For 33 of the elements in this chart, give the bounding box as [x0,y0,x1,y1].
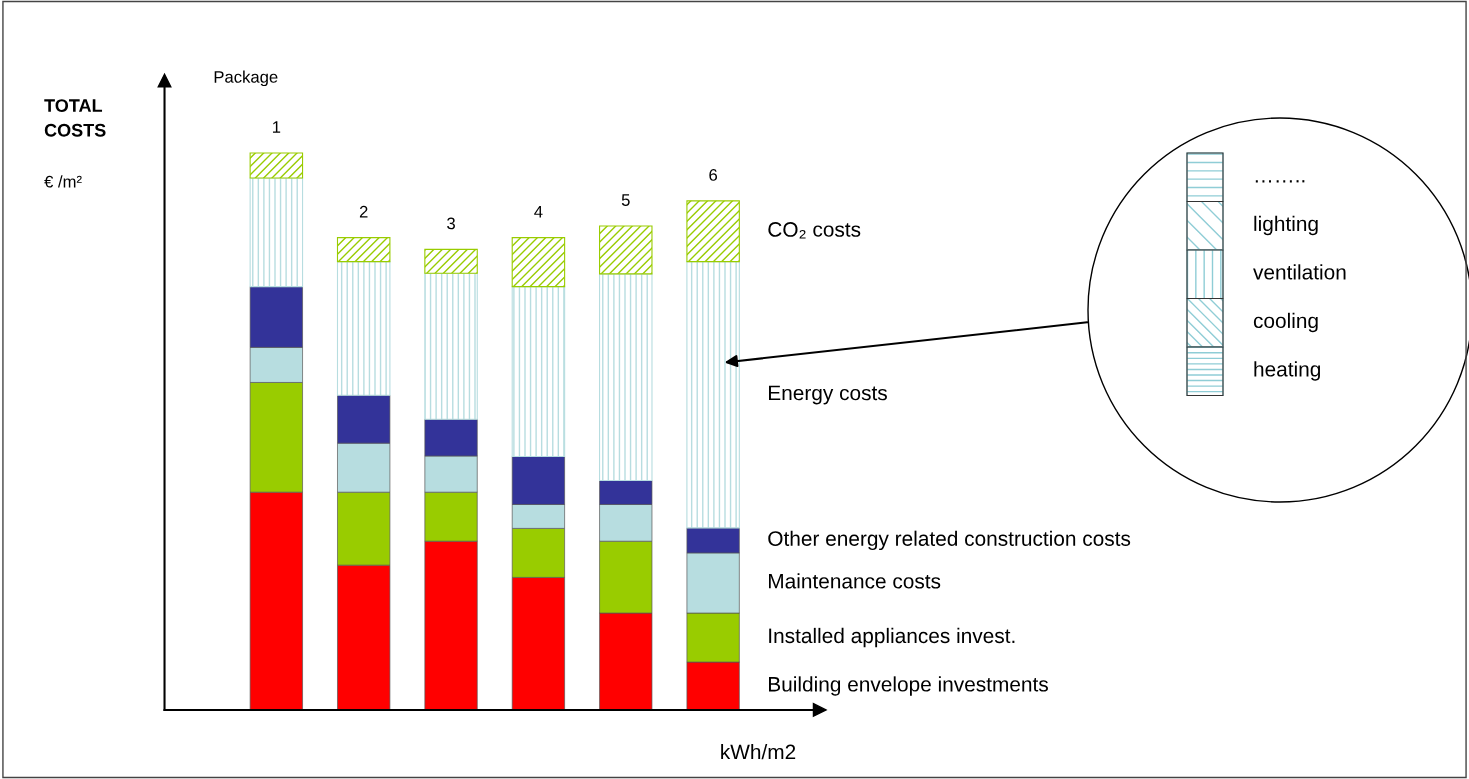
bar [599,225,653,275]
x-tick-label: 5 [621,194,630,206]
series-label: Installed appliances invest. [769,627,1015,648]
bar [599,273,653,482]
bar [424,248,478,274]
bar [511,286,566,458]
text: € /m² [44,175,82,188]
text: Package [214,70,278,87]
bar [424,272,478,420]
x-tick-label: 1 [272,121,281,133]
bar [686,200,740,263]
bar [336,237,391,263]
bar [336,261,391,396]
x-tick-label: 2 [359,205,368,218]
series-label: Other energy related construction costs [768,530,1131,551]
series-label: Energy costs [769,385,887,405]
text: ventilation [1253,264,1346,280]
series-label: Building envelope investments [769,676,1048,696]
bar [686,261,740,529]
bar [249,152,304,179]
x-tick-label: 4 [534,205,543,218]
text: lighting [1254,215,1318,236]
x-tick-label: 6 [709,169,718,181]
x-axis-title: kWh/m2 [721,744,796,760]
series-label: CO₂ costs [768,222,861,239]
series-label: Maintenance costs [769,573,941,589]
x-tick-label: 3 [447,217,455,230]
y-axis-title: TOTAL COSTS [44,99,106,137]
text: …….. [1255,180,1305,183]
text: cooling [1253,312,1318,333]
text: heating [1254,361,1321,381]
bar [249,177,304,288]
bar [511,237,566,288]
